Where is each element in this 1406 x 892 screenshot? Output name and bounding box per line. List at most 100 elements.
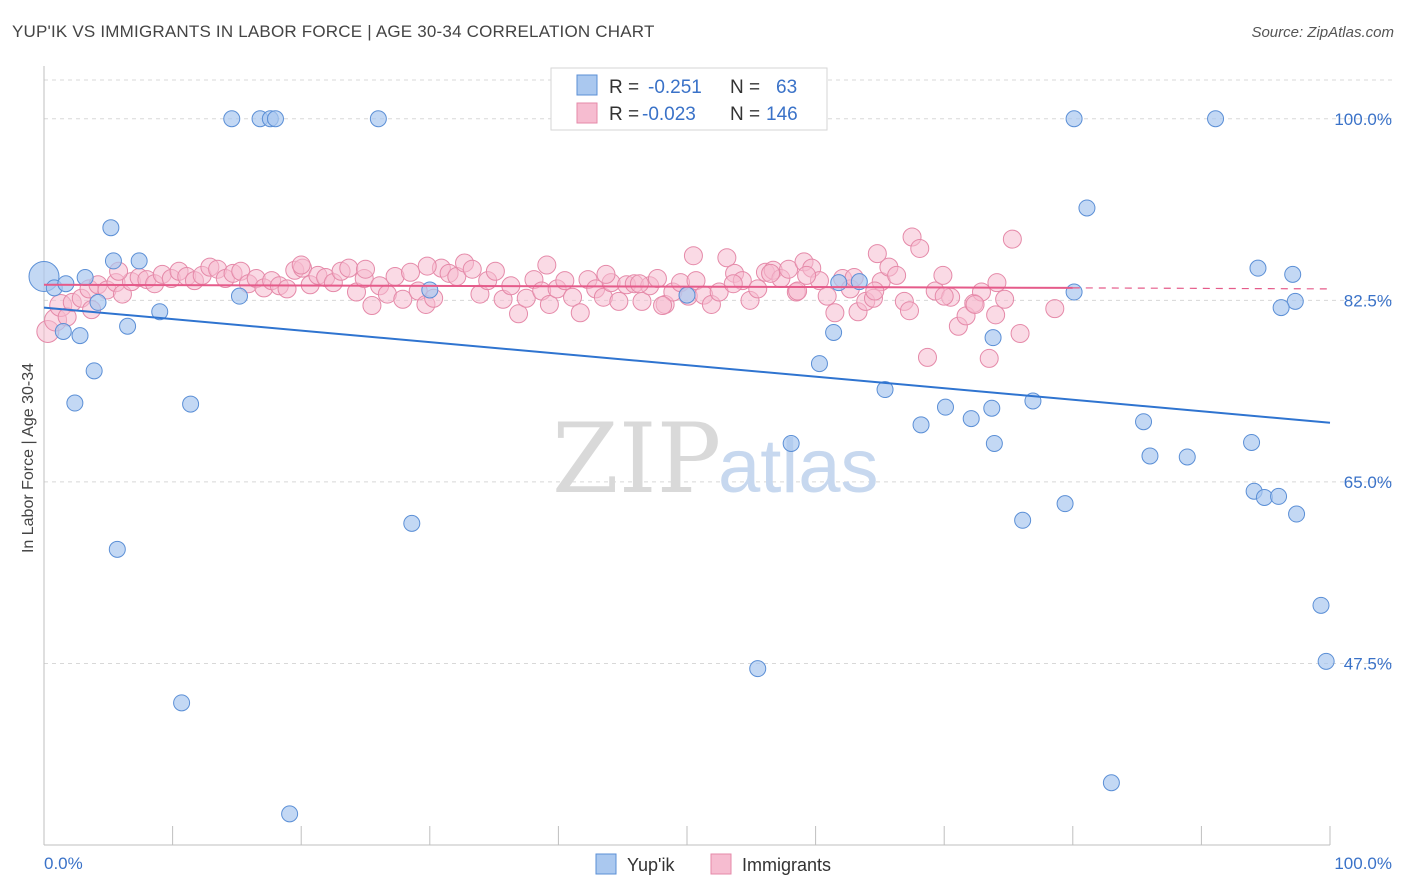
y-tick-label: 82.5% bbox=[1344, 291, 1392, 310]
yupik-point bbox=[1056, 495, 1074, 513]
immigrants-point bbox=[899, 301, 919, 321]
immigrants-point bbox=[1045, 299, 1065, 319]
yupik-point bbox=[678, 286, 696, 304]
immigrants-point bbox=[797, 265, 817, 285]
y-tick-label: 100.0% bbox=[1334, 110, 1392, 129]
yupik-point bbox=[1135, 413, 1153, 431]
immigrants-point bbox=[539, 294, 559, 314]
yupik-point bbox=[102, 219, 120, 237]
bottom-legend-yupik: Yup'ik bbox=[627, 855, 675, 875]
yupik-point bbox=[54, 322, 72, 340]
yupik-point bbox=[173, 694, 191, 712]
yupik-trend-line bbox=[43, 306, 1331, 424]
immigrants-point bbox=[910, 238, 930, 258]
bottom-legend-swatch-immigrants bbox=[710, 853, 732, 875]
immigrants-point bbox=[629, 274, 649, 294]
yupik-point bbox=[223, 110, 241, 128]
immigrants-point bbox=[339, 258, 359, 278]
immigrants-point bbox=[723, 274, 743, 294]
watermark-zip: ZIP bbox=[552, 403, 721, 515]
yupik-point bbox=[76, 268, 94, 286]
yupik-point bbox=[421, 281, 439, 299]
immigrants-points bbox=[36, 227, 1065, 368]
yupik-point bbox=[1141, 447, 1159, 465]
legend-n-label-2: N = bbox=[730, 104, 760, 125]
yupik-point bbox=[108, 540, 126, 558]
yupik-point bbox=[130, 252, 148, 270]
yupik-point bbox=[182, 395, 200, 413]
axes-layer bbox=[43, 66, 1331, 846]
source-label: Source: ZipAtlas.com bbox=[1251, 24, 1394, 41]
yupik-point bbox=[85, 362, 103, 380]
legend-swatch-yupik bbox=[576, 74, 598, 96]
immigrants-point bbox=[537, 255, 557, 275]
immigrants-point bbox=[817, 286, 837, 306]
immigrants-point bbox=[401, 262, 421, 282]
legend-n-value-2: 146 bbox=[766, 104, 798, 125]
yupik-point bbox=[151, 303, 169, 321]
immigrants-point bbox=[683, 246, 703, 266]
yupik-point bbox=[825, 323, 843, 341]
immigrants-point bbox=[917, 347, 937, 367]
yupik-point bbox=[983, 399, 1001, 417]
yupik-point bbox=[281, 805, 299, 823]
immigrants-trend-extension bbox=[1072, 287, 1331, 290]
yupik-point bbox=[369, 110, 387, 128]
immigrants-point bbox=[596, 264, 616, 284]
watermark: ZIP atlas bbox=[552, 403, 879, 515]
yupik-point bbox=[266, 110, 284, 128]
yupik-point bbox=[962, 410, 980, 428]
immigrants-point bbox=[788, 281, 808, 301]
yupik-point bbox=[1178, 448, 1196, 466]
yupik-point bbox=[749, 660, 767, 678]
immigrants-point bbox=[995, 289, 1015, 309]
immigrants-point bbox=[653, 296, 673, 315]
yupik-point bbox=[104, 252, 122, 270]
yupik-point bbox=[1243, 433, 1261, 451]
grid-layer bbox=[44, 79, 1392, 664]
immigrants-point bbox=[485, 261, 505, 281]
immigrants-point bbox=[986, 305, 1006, 325]
yupik-point bbox=[66, 394, 84, 412]
immigrants-point bbox=[356, 259, 375, 279]
legend-swatch-immigrants bbox=[576, 102, 598, 124]
yupik-point bbox=[1270, 487, 1288, 505]
bottom-legend-immigrants: Immigrants bbox=[742, 855, 831, 875]
watermark-atlas: atlas bbox=[718, 424, 879, 509]
y-tick-label: 47.5% bbox=[1344, 654, 1392, 673]
immigrants-point bbox=[570, 303, 590, 323]
tick-labels: 100.0% 82.5% 65.0% 47.5% 0.0% 100.0% bbox=[44, 110, 1392, 873]
legend-r-label-2: R = bbox=[609, 104, 639, 125]
immigrants-point bbox=[555, 271, 575, 291]
bottom-legend: Yup'ik Immigrants bbox=[595, 853, 831, 875]
x-tick-label: 100.0% bbox=[1334, 854, 1392, 873]
yupik-point bbox=[1207, 110, 1225, 128]
yupik-point bbox=[1255, 488, 1273, 506]
legend-n-value-1: 63 bbox=[776, 77, 797, 98]
yupik-point bbox=[1249, 259, 1267, 277]
immigrants-point bbox=[867, 244, 887, 264]
legend-r-label-1: R = bbox=[609, 77, 639, 98]
immigrants-point bbox=[825, 303, 845, 323]
yupik-point bbox=[89, 293, 107, 311]
yupik-point bbox=[1312, 596, 1330, 614]
immigrants-point bbox=[979, 348, 999, 368]
yupik-point bbox=[985, 434, 1003, 452]
yupik-point bbox=[830, 274, 848, 292]
yupik-point bbox=[912, 416, 930, 434]
immigrants-trend-line bbox=[43, 283, 1073, 289]
yupik-point bbox=[984, 329, 1002, 347]
immigrants-point bbox=[933, 265, 953, 285]
immigrants-point bbox=[865, 281, 885, 301]
immigrants-point bbox=[563, 287, 583, 307]
immigrants-point bbox=[779, 259, 799, 279]
bottom-legend-swatch-yupik bbox=[595, 853, 617, 875]
immigrants-point bbox=[516, 288, 536, 308]
yupik-point bbox=[850, 273, 868, 291]
yupik-point bbox=[782, 434, 800, 452]
immigrants-point bbox=[934, 286, 954, 306]
immigrants-point bbox=[462, 259, 482, 279]
y-axis-label: In Labor Force | Age 30-34 bbox=[20, 363, 37, 553]
yupik-point bbox=[936, 398, 954, 416]
immigrants-point bbox=[1002, 229, 1022, 249]
